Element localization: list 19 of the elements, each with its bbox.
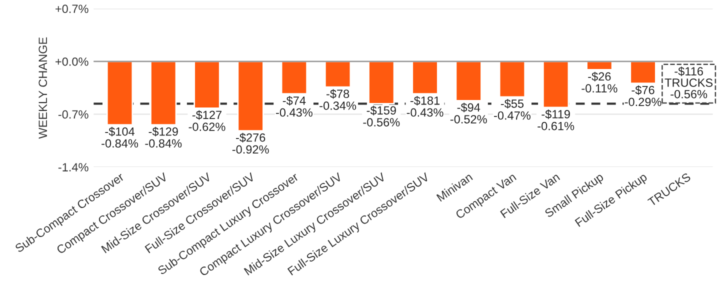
data-label: -$55 -0.47% <box>494 98 530 120</box>
data-label: -$26 -0.11% <box>582 72 618 93</box>
data-label: -$74 -0.43% <box>276 96 312 117</box>
y-tick-label: -1.4% <box>58 163 88 172</box>
data-label: -$76 -0.29% <box>624 85 662 106</box>
data-label: -$159 -0.56% <box>363 106 400 126</box>
data-label: -$94 -0.52% <box>450 102 487 124</box>
data-label: -$127 -0.62% <box>188 110 226 131</box>
data-label: -$104 -0.84% <box>102 126 138 148</box>
data-label: -$129 -0.84% <box>145 126 182 148</box>
y-tick-label: +0.0% <box>56 57 88 66</box>
annotation: -$116 TRUCKS -0.56% <box>664 66 713 98</box>
data-label: -$119 -0.61% <box>538 110 574 130</box>
y-tick-label: -0.7% <box>58 110 88 119</box>
y-tick-label: +0.7% <box>56 4 88 14</box>
data-label: -$276 -0.92% <box>232 132 269 154</box>
y-axis-title: WEEKLY CHANGE <box>38 37 48 139</box>
data-label: -$181 -0.43% <box>406 96 444 117</box>
data-label: -$78 -0.34% <box>320 89 356 110</box>
